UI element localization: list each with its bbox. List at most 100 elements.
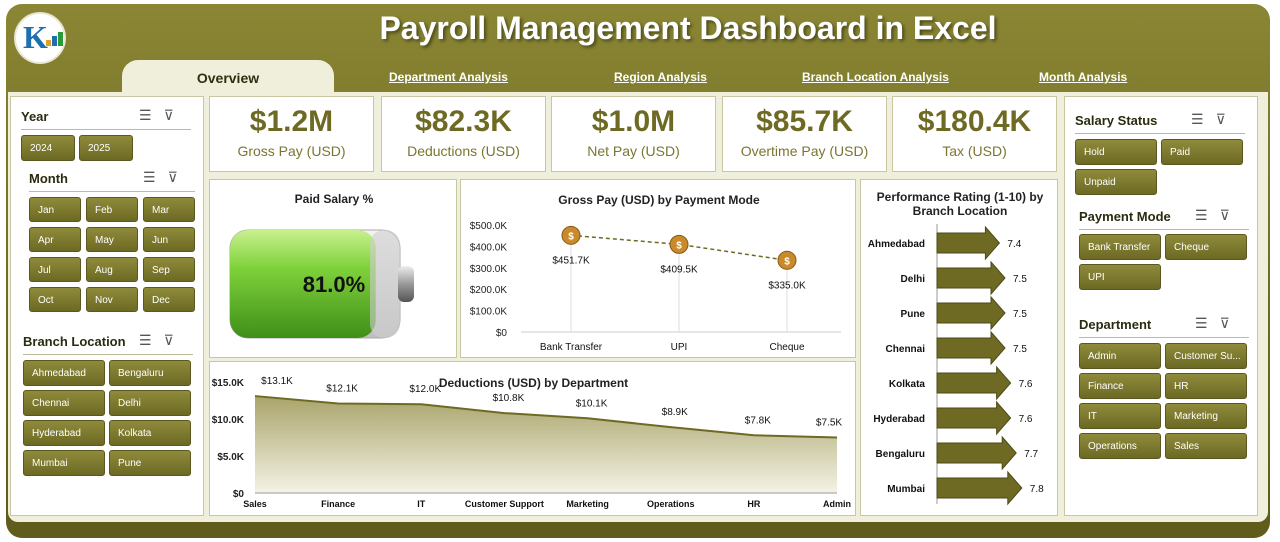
multi-select-icon[interactable]: ☰ — [1195, 315, 1220, 331]
multi-select-icon[interactable]: ☰ — [1195, 207, 1220, 223]
kpi-value: $82.3K — [415, 105, 512, 138]
y-tick-label: $200.0K — [470, 285, 508, 296]
slicer-option-unpaid[interactable]: Unpaid — [1075, 169, 1157, 195]
slicer-option-jun[interactable]: Jun — [143, 227, 195, 252]
tab-department-analysis[interactable]: Department Analysis — [389, 70, 508, 84]
money-bag-icon: $ — [784, 256, 790, 267]
multi-select-icon[interactable]: ☰ — [139, 332, 164, 348]
divider — [21, 129, 191, 130]
chart-title: Gross Pay (USD) by Payment Mode — [558, 193, 760, 207]
slicer-option-hold[interactable]: Hold — [1075, 139, 1157, 165]
slicer-option-sep[interactable]: Sep — [143, 257, 195, 282]
slicer-option-2025[interactable]: 2025 — [79, 135, 133, 161]
category-label: Kolkata — [889, 379, 926, 390]
kpi-overtime-pay: $85.7K Overtime Pay (USD) — [722, 96, 887, 172]
multi-select-icon[interactable]: ☰ — [1191, 111, 1216, 127]
chart-title: Deductions (USD) by Department — [438, 376, 629, 390]
slicer-option-cheque[interactable]: Cheque — [1165, 234, 1247, 260]
data-label: 7.5 — [1013, 309, 1027, 320]
kpi-value: $85.7K — [756, 105, 853, 138]
slicer-option-mumbai[interactable]: Mumbai — [23, 450, 105, 476]
tab-month-analysis[interactable]: Month Analysis — [1039, 70, 1128, 84]
slicer-option-nov[interactable]: Nov — [86, 287, 138, 312]
paid-salary-value: 81.0% — [303, 272, 365, 297]
clear-filter-icon[interactable]: ⊽ — [163, 107, 186, 123]
tab-region-analysis[interactable]: Region Analysis — [614, 70, 707, 84]
slicer-option-paid[interactable]: Paid — [1161, 139, 1243, 165]
divider — [1079, 229, 1249, 230]
slicer-option-may[interactable]: May — [86, 227, 138, 252]
data-label: $8.9K — [662, 407, 688, 418]
slicer-option-jul[interactable]: Jul — [29, 257, 81, 282]
slicer-option-operations[interactable]: Operations — [1079, 433, 1161, 459]
multi-select-icon[interactable]: ☰ — [139, 107, 164, 123]
slicer-option-jan[interactable]: Jan — [29, 197, 81, 222]
slicer-option-feb[interactable]: Feb — [86, 197, 138, 222]
clear-filter-icon[interactable]: ⊽ — [1219, 315, 1242, 331]
slicer-option-2024[interactable]: 2024 — [21, 135, 75, 161]
money-bag-marker — [777, 250, 797, 270]
data-label: 7.6 — [1019, 379, 1033, 390]
money-bag-marker — [669, 234, 689, 254]
slicer-option-oct[interactable]: Oct — [29, 287, 81, 312]
deductions-area-chart: $0 $5.0K $10.0K $15.0K $13.1K Sales $12.1K Fina… — [212, 376, 851, 509]
slicer-year-title: Year — [21, 109, 49, 124]
battery-gauge: 81.0% — [229, 229, 414, 339]
y-tick-label: $400.0K — [470, 242, 508, 253]
slicer-option-hyderabad[interactable]: Hyderabad — [23, 420, 105, 446]
slicer-option-sales[interactable]: Sales — [1165, 433, 1247, 459]
slicer-option-pune[interactable]: Pune — [109, 450, 191, 476]
slicer-option-it[interactable]: IT — [1079, 403, 1161, 429]
data-label: $409.5K — [660, 264, 698, 275]
x-tick-label: Admin — [823, 499, 851, 509]
data-label: 7.8 — [1030, 484, 1044, 495]
x-tick-label: Marketing — [566, 499, 609, 509]
slicer-option-customer-su[interactable]: Customer Su... — [1165, 343, 1247, 369]
slicer-branch-icons: ☰⊽ — [139, 332, 186, 349]
clear-filter-icon[interactable]: ⊽ — [1215, 111, 1238, 127]
slicer-option-chennai[interactable]: Chennai — [23, 390, 105, 416]
multi-select-icon[interactable]: ☰ — [143, 169, 168, 185]
clear-filter-icon[interactable]: ⊽ — [163, 332, 186, 348]
battery-terminal — [398, 266, 414, 302]
data-label: 7.5 — [1013, 274, 1027, 285]
slicer-month-title: Month — [29, 171, 68, 186]
slicer-option-mar[interactable]: Mar — [143, 197, 195, 222]
slicer-option-apr[interactable]: Apr — [29, 227, 81, 252]
bar-arrow — [936, 225, 1001, 261]
slicer-year-icons: ☰⊽ — [139, 107, 186, 124]
clear-filter-icon[interactable]: ⊽ — [1219, 207, 1242, 223]
divider — [1079, 337, 1249, 338]
left-slicer-panel: Year ☰⊽ 2024 2025 Month ☰⊽ Jan Feb Mar Apr Ma… — [10, 96, 204, 516]
slicer-option-admin[interactable]: Admin — [1079, 343, 1161, 369]
kpi-label: Net Pay (USD) — [587, 143, 680, 159]
kpi-value: $1.2M — [249, 105, 334, 138]
slicer-option-finance[interactable]: Finance — [1079, 373, 1161, 399]
data-label: 7.4 — [1007, 239, 1021, 250]
slicer-option-bengaluru[interactable]: Bengaluru — [109, 360, 191, 386]
y-tick-label: $10.0K — [212, 415, 245, 426]
tab-branch-location-analysis[interactable]: Branch Location Analysis — [802, 70, 949, 84]
x-tick-label: Cheque — [769, 342, 804, 353]
bar-arrow — [936, 260, 1006, 296]
slicer-option-bank-transfer[interactable]: Bank Transfer — [1079, 234, 1161, 260]
slicer-option-dec[interactable]: Dec — [143, 287, 195, 312]
x-tick-label: UPI — [671, 342, 688, 353]
slicer-option-upi[interactable]: UPI — [1079, 264, 1161, 290]
data-label: $451.7K — [552, 255, 590, 266]
slicer-option-marketing[interactable]: Marketing — [1165, 403, 1247, 429]
slicer-option-aug[interactable]: Aug — [86, 257, 138, 282]
x-tick-label: HR — [747, 499, 760, 509]
category-label: Ahmedabad — [868, 239, 925, 250]
data-label: $12.1K — [326, 383, 358, 394]
chart-title: Paid Salary % — [294, 192, 374, 206]
slicer-option-ahmedabad[interactable]: Ahmedabad — [23, 360, 105, 386]
clear-filter-icon[interactable]: ⊽ — [167, 169, 190, 185]
money-bag-icon: $ — [568, 231, 574, 242]
slicer-option-hr[interactable]: HR — [1165, 373, 1247, 399]
slicer-option-delhi[interactable]: Delhi — [109, 390, 191, 416]
bar-arrow — [936, 365, 1012, 401]
slicer-option-kolkata[interactable]: Kolkata — [109, 420, 191, 446]
y-tick-label: $300.0K — [470, 264, 508, 275]
tab-overview[interactable]: Overview — [122, 60, 334, 94]
